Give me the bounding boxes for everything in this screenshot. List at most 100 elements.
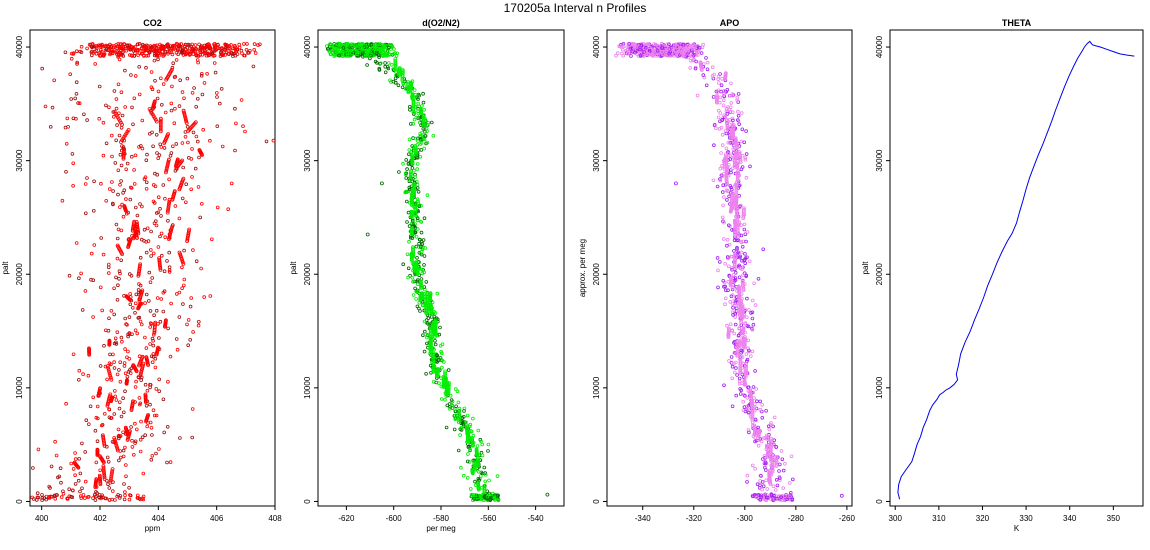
data-point xyxy=(743,232,748,237)
data-point xyxy=(327,49,332,54)
data-point xyxy=(40,498,44,502)
data-point xyxy=(476,496,481,501)
data-point xyxy=(377,55,381,59)
data-point xyxy=(418,293,423,298)
data-point xyxy=(124,294,129,299)
data-point xyxy=(208,294,213,298)
data-point xyxy=(191,330,195,334)
data-point xyxy=(745,473,750,478)
data-point xyxy=(180,158,185,163)
y-tick-label: 0 xyxy=(875,499,884,504)
data-point xyxy=(104,103,108,108)
data-point xyxy=(80,486,84,491)
data-point xyxy=(762,461,767,466)
data-point xyxy=(415,197,420,202)
data-point xyxy=(117,458,121,463)
data-point xyxy=(112,286,116,291)
data-point xyxy=(739,250,744,255)
data-point xyxy=(407,137,412,142)
data-point xyxy=(472,496,476,501)
data-point xyxy=(365,46,370,51)
data-point xyxy=(704,56,708,60)
data-point xyxy=(725,198,729,202)
data-point xyxy=(194,105,199,109)
data-point xyxy=(132,96,137,101)
data-point xyxy=(69,56,74,61)
data-point xyxy=(394,54,399,58)
data-point xyxy=(722,89,726,93)
data-point xyxy=(457,414,462,419)
data-point xyxy=(58,466,63,471)
data-point xyxy=(166,219,170,223)
data-point xyxy=(157,153,162,157)
data-point xyxy=(159,76,163,81)
data-point xyxy=(112,312,116,317)
data-point xyxy=(167,177,171,182)
data-point xyxy=(105,478,109,483)
y-axis-label: palt xyxy=(861,261,870,275)
data-point xyxy=(93,44,98,48)
x-tick-label: 400 xyxy=(35,514,49,523)
data-point xyxy=(161,82,166,86)
data-point xyxy=(410,153,414,158)
data-point xyxy=(196,323,201,328)
data-point xyxy=(226,46,231,51)
data-point xyxy=(113,394,118,399)
data-point xyxy=(79,271,83,276)
data-point xyxy=(145,226,150,231)
data-point xyxy=(181,302,185,306)
data-point xyxy=(460,416,465,420)
data-point xyxy=(115,446,120,451)
data-point xyxy=(150,276,155,280)
data-point xyxy=(414,244,419,249)
data-point xyxy=(461,473,466,478)
data-point xyxy=(125,43,130,48)
data-point xyxy=(157,447,161,451)
data-point xyxy=(220,144,225,149)
data-point xyxy=(139,370,144,375)
data-point xyxy=(441,360,446,364)
data-point xyxy=(123,490,127,494)
data-point xyxy=(89,251,94,256)
data-point xyxy=(383,53,387,58)
data-point xyxy=(110,133,114,138)
data-point xyxy=(122,361,127,365)
data-point xyxy=(135,48,140,53)
data-point xyxy=(420,271,425,276)
data-point xyxy=(107,45,112,49)
data-point xyxy=(163,110,168,115)
data-point xyxy=(204,50,208,55)
data-point xyxy=(100,308,104,313)
data-point xyxy=(426,316,431,320)
data-point xyxy=(121,191,125,195)
data-point xyxy=(406,266,411,271)
data-point xyxy=(745,230,750,234)
data-point xyxy=(753,369,757,373)
data-point xyxy=(760,415,765,420)
data-point xyxy=(136,316,141,320)
data-point xyxy=(182,248,186,253)
data-point xyxy=(744,239,748,244)
data-point xyxy=(63,125,68,130)
data-point xyxy=(64,401,68,406)
data-point xyxy=(233,53,238,58)
data-point xyxy=(777,476,782,480)
data-point xyxy=(189,44,193,49)
data-point xyxy=(114,97,119,101)
data-point xyxy=(406,80,411,84)
data-point xyxy=(78,489,82,494)
data-point xyxy=(360,51,365,56)
data-point xyxy=(779,449,784,453)
x-tick-label: 300 xyxy=(889,514,903,523)
data-point xyxy=(472,459,477,464)
data-point xyxy=(158,206,162,211)
data-point xyxy=(184,119,189,124)
data-point xyxy=(158,127,163,132)
data-point xyxy=(233,106,237,111)
data-point xyxy=(182,283,186,288)
data-point xyxy=(102,477,107,481)
data-point xyxy=(139,378,144,383)
data-point xyxy=(187,227,192,232)
